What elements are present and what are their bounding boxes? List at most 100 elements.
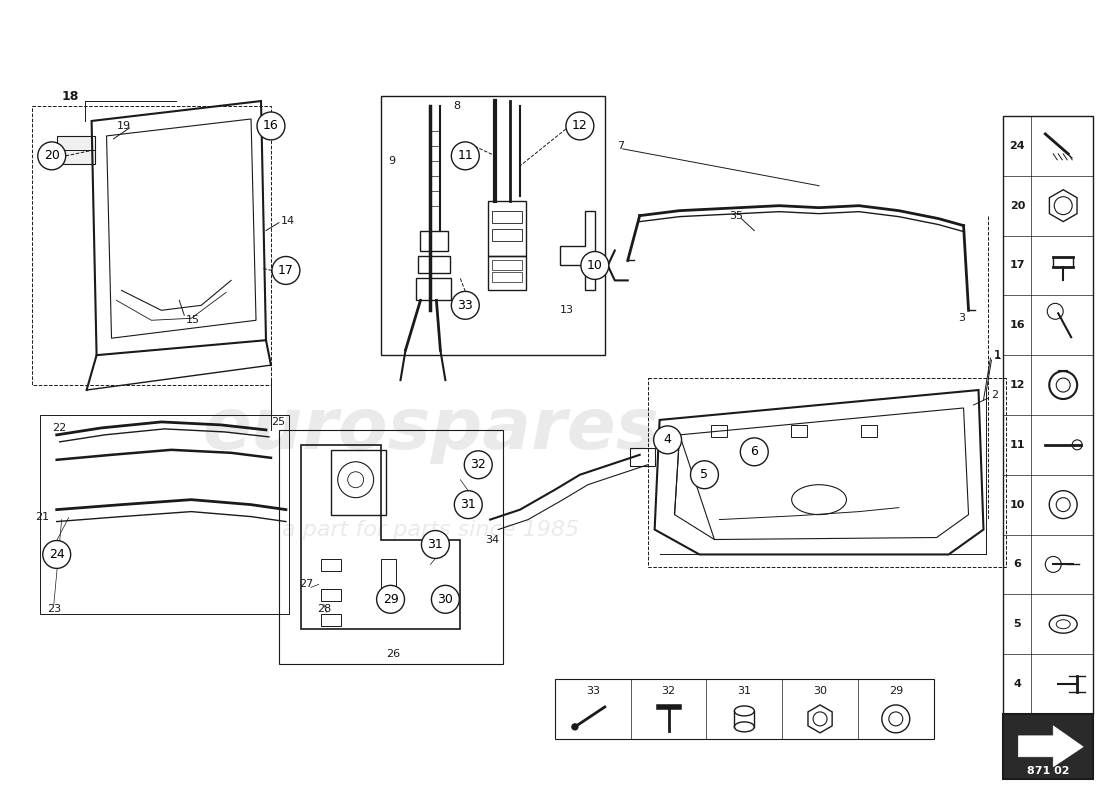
Bar — [321, 590, 341, 602]
Text: 6: 6 — [1013, 559, 1021, 570]
Text: 18: 18 — [62, 90, 79, 102]
Text: 8: 8 — [453, 101, 461, 111]
Circle shape — [431, 586, 460, 614]
Text: 31: 31 — [737, 686, 751, 696]
Text: 14: 14 — [280, 216, 295, 226]
Bar — [556, 679, 934, 739]
Bar — [492, 261, 522, 270]
Bar — [57, 136, 95, 164]
Text: 24: 24 — [1010, 141, 1025, 151]
Text: 35: 35 — [729, 210, 744, 221]
Bar — [321, 559, 341, 571]
Bar — [420, 230, 449, 250]
Text: 9: 9 — [388, 156, 396, 166]
Bar — [417, 278, 451, 300]
Circle shape — [653, 426, 682, 454]
Text: 3: 3 — [958, 314, 966, 323]
Bar — [381, 96, 605, 355]
Text: 6: 6 — [750, 446, 758, 458]
Bar — [418, 255, 450, 274]
Text: 4: 4 — [663, 434, 671, 446]
Circle shape — [451, 291, 480, 319]
Circle shape — [376, 586, 405, 614]
Text: 20: 20 — [1010, 201, 1025, 210]
Text: 30: 30 — [438, 593, 453, 606]
Text: 5: 5 — [701, 468, 708, 482]
Text: eurospares: eurospares — [202, 395, 659, 464]
Bar — [279, 430, 503, 664]
Text: 33: 33 — [586, 686, 600, 696]
Circle shape — [572, 724, 578, 730]
Text: 24: 24 — [48, 548, 65, 561]
Text: 17: 17 — [278, 264, 294, 277]
Bar — [331, 450, 386, 514]
Circle shape — [37, 142, 66, 170]
Text: 32: 32 — [471, 458, 486, 471]
Text: 33: 33 — [458, 299, 473, 312]
Text: 1: 1 — [993, 350, 1001, 360]
Text: 31: 31 — [428, 538, 443, 551]
Text: 871 02: 871 02 — [1027, 766, 1069, 776]
Text: 30: 30 — [813, 686, 827, 696]
Bar — [712, 425, 727, 437]
Text: 10: 10 — [587, 259, 603, 272]
Bar — [492, 210, 522, 222]
Polygon shape — [1019, 726, 1084, 766]
Text: 31: 31 — [461, 498, 476, 511]
Circle shape — [257, 112, 285, 140]
Circle shape — [740, 438, 768, 466]
Text: 4: 4 — [1013, 679, 1021, 689]
Bar — [648, 378, 1006, 567]
Bar — [381, 559, 396, 610]
Bar — [40, 415, 289, 614]
Circle shape — [451, 142, 480, 170]
Text: 25: 25 — [271, 417, 285, 427]
Circle shape — [691, 461, 718, 489]
Bar — [1003, 116, 1093, 714]
Text: 16: 16 — [1010, 320, 1025, 330]
Text: 2: 2 — [991, 390, 999, 400]
Circle shape — [43, 541, 70, 569]
Bar — [492, 229, 522, 241]
Text: 20: 20 — [44, 150, 59, 162]
Circle shape — [272, 257, 300, 285]
Bar — [488, 255, 526, 290]
Text: 34: 34 — [485, 534, 499, 545]
Circle shape — [581, 251, 608, 279]
Text: 12: 12 — [1010, 380, 1025, 390]
Bar — [1003, 714, 1093, 778]
Text: 7: 7 — [617, 141, 624, 151]
Bar — [629, 448, 654, 466]
Text: 1: 1 — [993, 349, 1001, 362]
Text: 29: 29 — [889, 686, 903, 696]
Text: 19: 19 — [117, 121, 131, 131]
Text: 15: 15 — [186, 315, 200, 326]
Text: 13: 13 — [560, 306, 574, 315]
Text: 23: 23 — [47, 604, 60, 614]
Text: 27: 27 — [299, 579, 314, 590]
Text: 32: 32 — [661, 686, 675, 696]
Text: 22: 22 — [52, 423, 66, 433]
Bar — [492, 273, 522, 282]
Text: 26: 26 — [386, 649, 400, 659]
Text: a part for parts since 1985: a part for parts since 1985 — [282, 519, 579, 539]
Bar — [861, 425, 877, 437]
Bar — [321, 614, 341, 626]
Bar — [791, 425, 807, 437]
Text: 28: 28 — [317, 604, 331, 614]
Circle shape — [454, 490, 482, 518]
Text: 16: 16 — [263, 119, 278, 133]
Circle shape — [565, 112, 594, 140]
Circle shape — [464, 451, 492, 478]
Bar — [488, 201, 526, 255]
Text: 29: 29 — [383, 593, 398, 606]
Text: 10: 10 — [1010, 500, 1025, 510]
Text: 11: 11 — [1010, 440, 1025, 450]
Text: 11: 11 — [458, 150, 473, 162]
Text: 21: 21 — [35, 511, 48, 522]
Text: 12: 12 — [572, 119, 587, 133]
Text: 17: 17 — [1010, 261, 1025, 270]
Circle shape — [421, 530, 450, 558]
Text: 5: 5 — [1013, 619, 1021, 630]
Bar — [32, 106, 271, 385]
